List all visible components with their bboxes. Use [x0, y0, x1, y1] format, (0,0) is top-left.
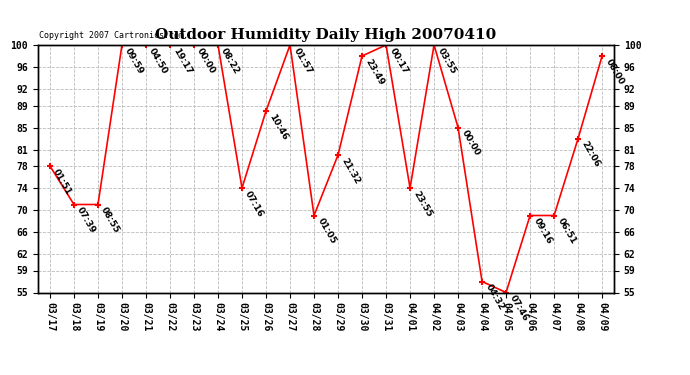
Text: 08:55: 08:55 — [99, 206, 121, 235]
Text: 06:51: 06:51 — [555, 217, 578, 246]
Text: 08:00: 08:00 — [604, 57, 625, 86]
Text: 03:55: 03:55 — [435, 46, 457, 76]
Text: 22:06: 22:06 — [580, 140, 602, 169]
Title: Outdoor Humidity Daily High 20070410: Outdoor Humidity Daily High 20070410 — [155, 28, 497, 42]
Text: 09:59: 09:59 — [124, 46, 146, 76]
Text: 00:00: 00:00 — [460, 129, 482, 158]
Text: 01:51: 01:51 — [51, 167, 73, 196]
Text: 04:32: 04:32 — [484, 283, 506, 312]
Text: 07:46: 07:46 — [507, 294, 530, 323]
Text: 07:39: 07:39 — [75, 206, 97, 235]
Text: 21:32: 21:32 — [339, 156, 362, 186]
Text: 00:17: 00:17 — [387, 46, 409, 76]
Text: Copyright 2007 Cartronics.com: Copyright 2007 Cartronics.com — [39, 31, 184, 40]
Text: 04:50: 04:50 — [148, 46, 170, 76]
Text: 19:17: 19:17 — [171, 46, 194, 76]
Text: 00:00: 00:00 — [195, 46, 217, 75]
Text: 23:49: 23:49 — [364, 57, 386, 87]
Text: 07:16: 07:16 — [244, 189, 266, 219]
Text: 01:57: 01:57 — [291, 46, 313, 76]
Text: 10:46: 10:46 — [268, 112, 290, 142]
Text: 01:05: 01:05 — [315, 217, 337, 246]
Text: 09:16: 09:16 — [531, 217, 553, 246]
Text: 23:55: 23:55 — [411, 189, 433, 219]
Text: 08:22: 08:22 — [219, 46, 242, 76]
